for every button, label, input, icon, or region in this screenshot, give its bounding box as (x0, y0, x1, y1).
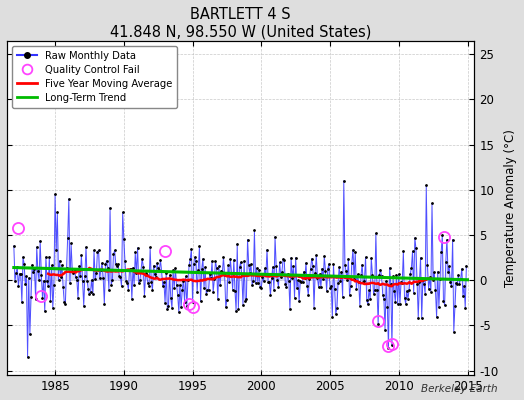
Title: BARTLETT 4 S
41.848 N, 98.550 W (United States): BARTLETT 4 S 41.848 N, 98.550 W (United … (110, 7, 372, 39)
Legend: Raw Monthly Data, Quality Control Fail, Five Year Moving Average, Long-Term Tren: Raw Monthly Data, Quality Control Fail, … (12, 46, 177, 108)
Y-axis label: Temperature Anomaly (°C): Temperature Anomaly (°C) (504, 129, 517, 287)
Text: Berkeley Earth: Berkeley Earth (421, 384, 498, 394)
